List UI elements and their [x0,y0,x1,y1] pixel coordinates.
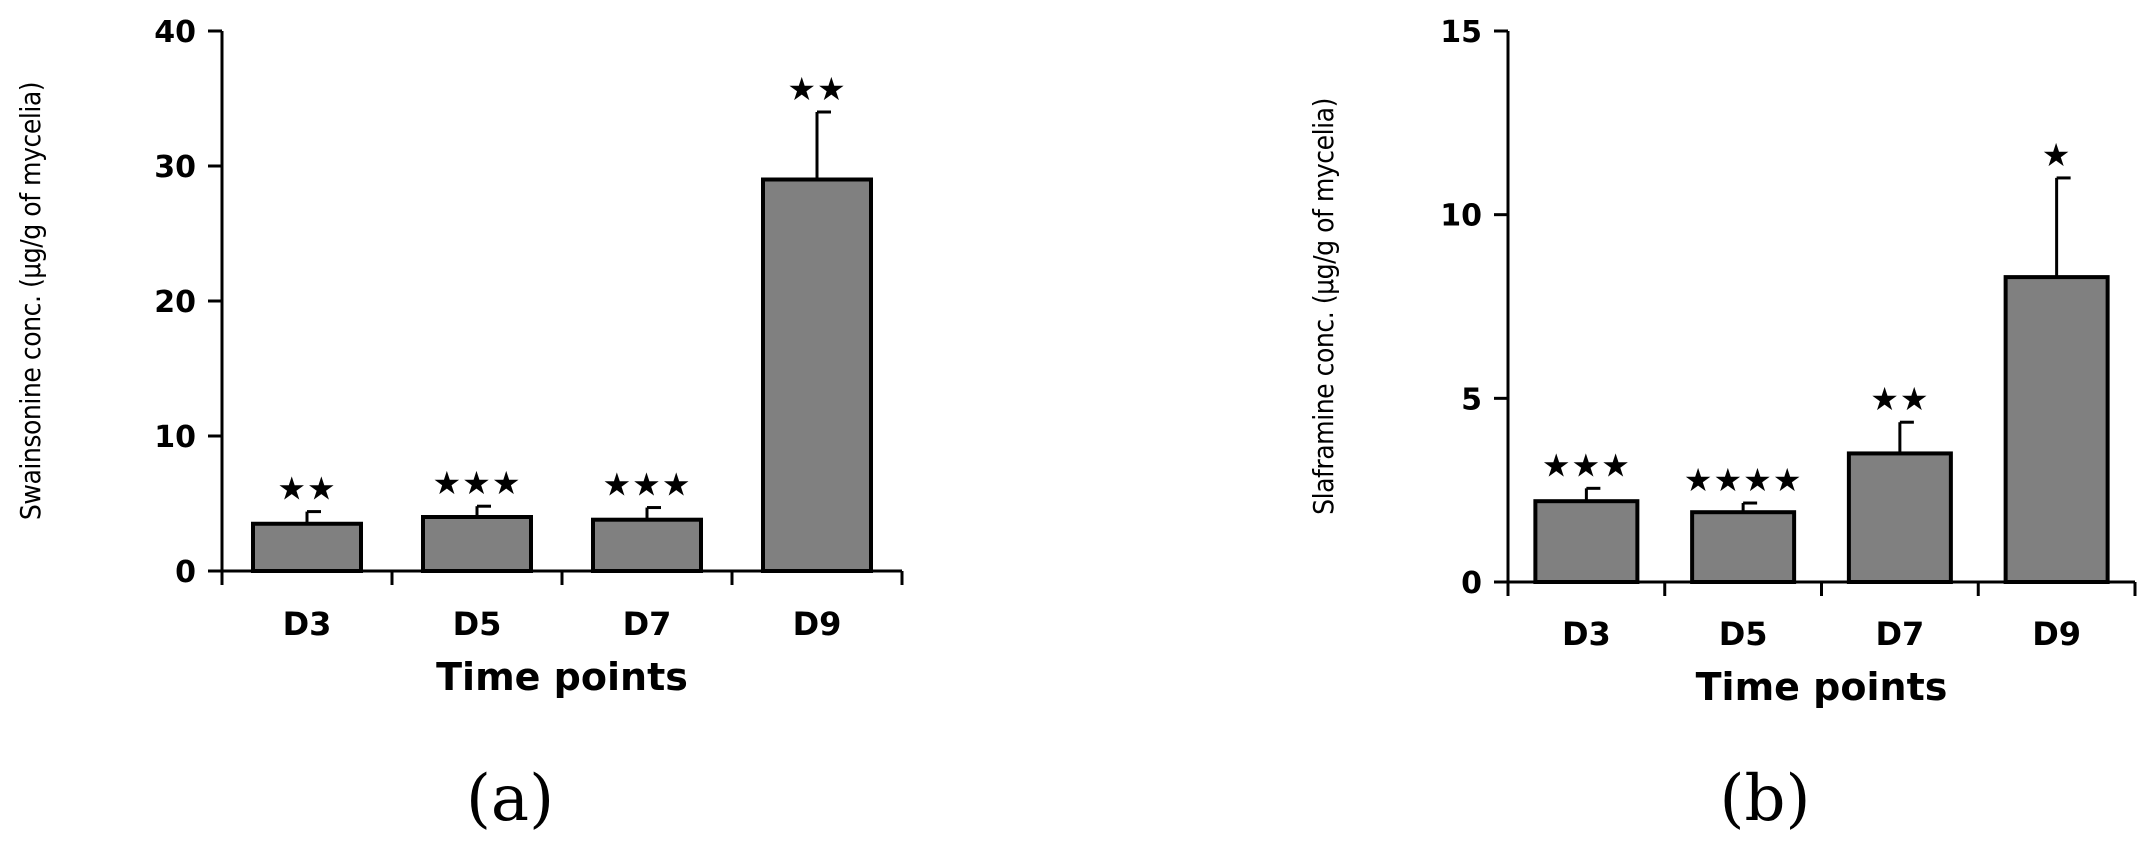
x-category-label: D9 [793,605,842,643]
significance-stars: ★★ [1870,380,1929,418]
y-tick-label: 5 [1461,382,1482,417]
chart-panel-b: 0 5 10 15 ★★★ D3 ★★★★ D5 ★★ D7 ★ D9 Time points Slafr… [1307,15,2137,836]
x-category-label: D7 [623,605,672,643]
significance-stars: ★★★★ [1684,461,1803,499]
significance-stars: ★★ [787,70,846,108]
bar-d5 [1690,510,1797,584]
y-axis-title: Slaframine conc. (µg/g of mycelia) [1307,98,1340,515]
y-tick-label: 10 [154,420,196,455]
x-category-label: D5 [1719,615,1768,653]
chart-panel-a: 0 10 20 30 40 ★★ D3 ★★★ D5 ★★★ D7 ★★ D9 Time points Sw… [14,15,904,836]
bar-d7 [1846,451,1953,584]
y-tick-label: 10 [1440,199,1482,234]
x-category-label: D5 [453,605,502,643]
y-tick-label: 0 [175,555,196,590]
panel-label: (a) [466,762,554,836]
y-axis-title: Swainsonine conc. (µg/g of mycelia) [14,82,47,520]
bar-d3 [1533,499,1640,585]
bar-d7 [591,517,703,574]
y-tick-label: 20 [154,285,196,320]
bar-d5 [421,515,533,573]
x-axis-title: Time points [436,655,688,699]
panel-label: (b) [1720,762,1811,836]
x-category-label: D3 [1562,615,1611,653]
significance-stars: ★★ [277,470,336,508]
significance-stars: ★★★ [1542,446,1631,484]
significance-stars: ★★★ [602,466,691,504]
y-tick-label: 15 [1440,15,1482,50]
bar-d9 [761,177,873,573]
x-category-label: D7 [1875,615,1924,653]
x-category-label: D3 [283,605,332,643]
bar-d9 [2003,275,2110,584]
y-tick-label: 40 [154,15,196,50]
bar-d3 [251,521,363,573]
y-tick-label: 30 [154,150,196,185]
significance-stars: ★★★ [432,464,521,502]
significance-stars: ★ [2042,136,2072,174]
x-axis-title: Time points [1696,665,1948,709]
x-category-label: D9 [2032,615,2081,653]
y-tick-label: 0 [1461,566,1482,601]
